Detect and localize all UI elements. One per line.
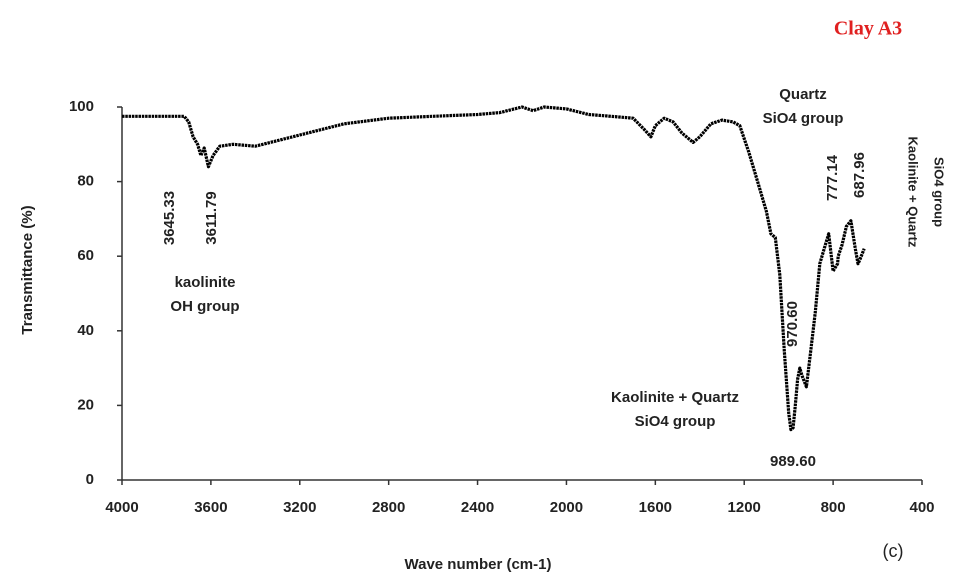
y-tick-label: 0 — [86, 471, 94, 488]
annotation: kaolinite — [175, 274, 236, 291]
y-tick-label: 40 — [77, 322, 94, 339]
annotation: 3611.79 — [203, 191, 220, 244]
panel-label: (c) — [883, 541, 904, 561]
annotation: Kaolinite + Quartz — [611, 389, 739, 406]
x-tick-label: 1600 — [639, 499, 672, 516]
y-tick-label: 80 — [77, 173, 94, 190]
y-tick-label: 100 — [69, 98, 94, 115]
annotation: OH group — [170, 298, 239, 315]
annotation: SiO4 group — [932, 157, 947, 227]
annotation: 687.96 — [851, 152, 868, 198]
annotation: 3645.33 — [161, 191, 178, 245]
spectrum-line — [122, 105, 866, 432]
y-tick-label: 60 — [77, 247, 94, 264]
annotation: SiO4 group — [763, 110, 844, 127]
x-tick-label: 2800 — [372, 499, 405, 516]
x-tick-label: 400 — [909, 499, 934, 516]
x-tick-label: 4000 — [105, 499, 138, 516]
x-tick-label: 3200 — [283, 499, 316, 516]
chart-title: Clay A3 — [834, 18, 902, 40]
annotation: 989.60 — [770, 453, 816, 470]
annotation: Quartz — [779, 86, 827, 103]
x-tick-label: 1200 — [728, 499, 761, 516]
annotation: 777.14 — [824, 154, 841, 201]
annotation: SiO4 group — [635, 413, 716, 430]
y-axis-label: Transmittance (%) — [19, 205, 36, 334]
annotation: Kaolinite + Quartz — [906, 137, 921, 248]
x-tick-label: 3600 — [194, 499, 227, 516]
x-tick-label: 2000 — [550, 499, 583, 516]
x-tick-label: 2400 — [461, 499, 494, 516]
x-axis-label: Wave number (cm-1) — [405, 556, 552, 573]
annotation: 970.60 — [784, 301, 801, 347]
y-tick-label: 20 — [77, 396, 94, 413]
x-tick-label: 800 — [821, 499, 846, 516]
